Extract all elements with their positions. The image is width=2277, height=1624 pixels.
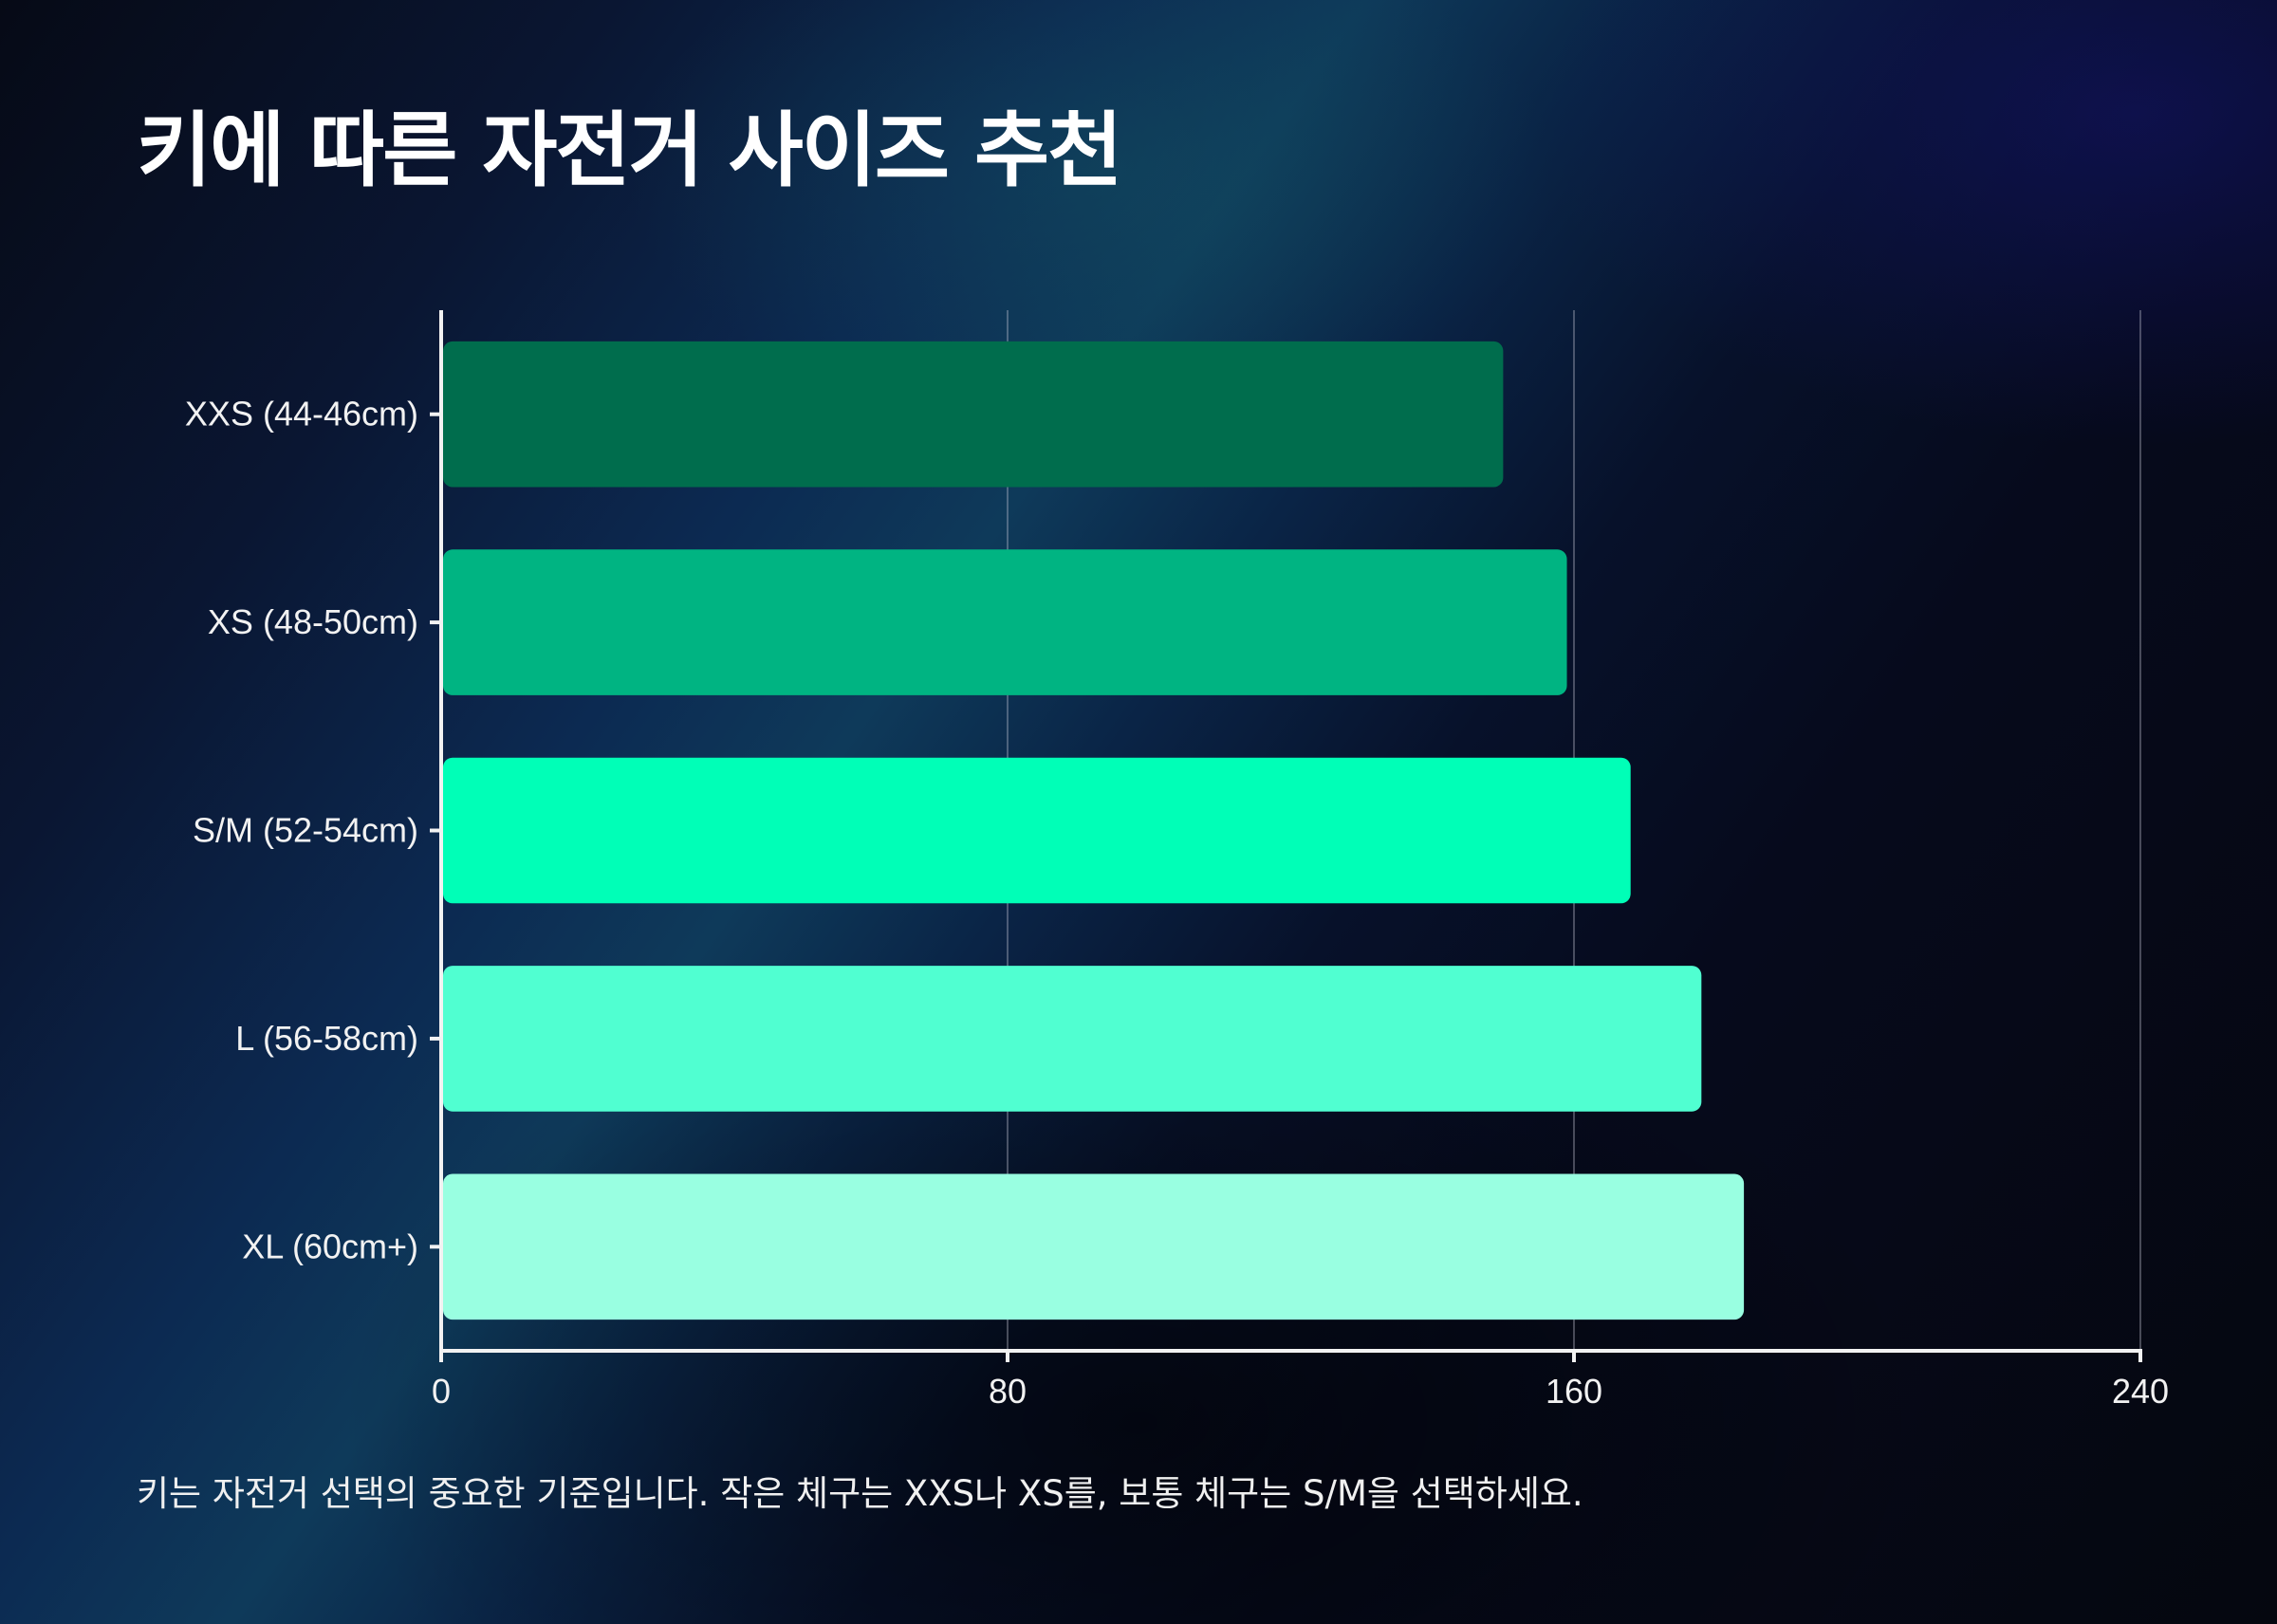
bar-2 — [443, 757, 1631, 904]
y-tick-label-3: L (56-58cm) — [235, 1019, 418, 1058]
x-tick-label-1: 80 — [989, 1372, 1027, 1411]
y-ticks: XXS (44-46cm) XS (48-50cm) S/M (52-54cm) L … — [185, 395, 441, 1265]
y-tick-label-2: S/M (52-54cm) — [193, 811, 418, 850]
chart-title: 키에 따른 자전거 사이즈 추천 — [137, 103, 1122, 198]
y-tick-label-0: XXS (44-46cm) — [185, 395, 418, 434]
bar-1 — [443, 549, 1567, 695]
x-tick-label-0: 0 — [432, 1372, 451, 1411]
y-tick-label-4: XL (60cm+) — [242, 1227, 418, 1265]
bar-0 — [443, 341, 1504, 488]
bar-4 — [443, 1173, 1745, 1320]
x-tick-label-2: 160 — [1546, 1372, 1602, 1411]
bars — [443, 341, 1745, 1320]
bar-3 — [443, 966, 1702, 1112]
x-ticks: 0 80 160 240 — [432, 1351, 2169, 1411]
footnote: 키는 자전거 선택의 중요한 기준입니다. 작은 체구는 XXS나 XS를, 보… — [137, 1473, 1583, 1514]
y-tick-label-1: XS (48-50cm) — [208, 602, 418, 641]
x-tick-label-3: 240 — [2112, 1372, 2169, 1411]
